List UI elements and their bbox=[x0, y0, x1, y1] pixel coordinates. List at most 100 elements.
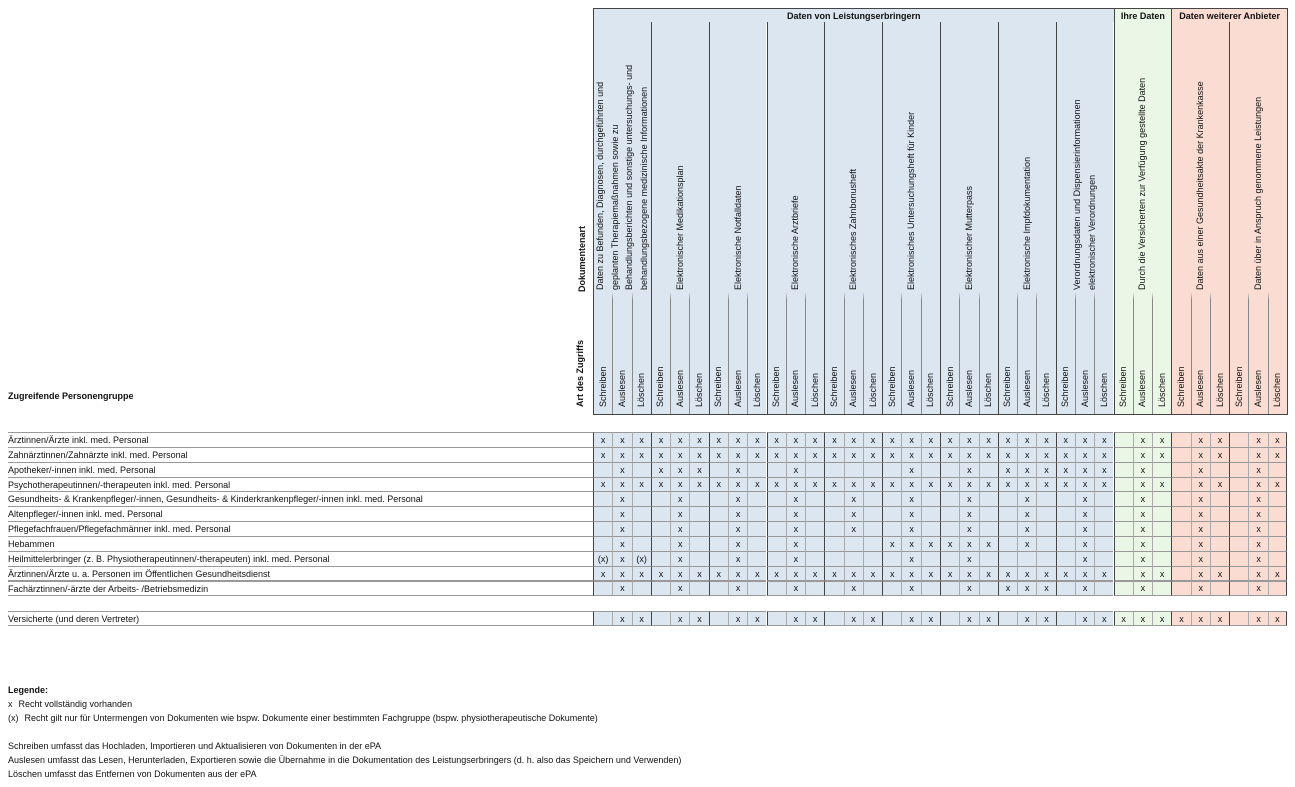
cell bbox=[805, 461, 825, 478]
cell: x bbox=[708, 565, 728, 582]
cell: x bbox=[670, 461, 690, 478]
access-type: Schreiben bbox=[771, 366, 782, 407]
access-cell bbox=[727, 292, 748, 415]
cell bbox=[940, 506, 960, 523]
access-type: Auslesen bbox=[1195, 369, 1206, 407]
cell bbox=[940, 550, 960, 567]
cell: x bbox=[1055, 565, 1075, 582]
cell bbox=[1036, 491, 1056, 508]
cell: x bbox=[862, 611, 883, 626]
doc-type: Elektronische Impfdokumentation bbox=[1021, 156, 1032, 290]
cell bbox=[920, 461, 940, 478]
cell: x bbox=[631, 476, 651, 493]
cell: x bbox=[901, 535, 921, 552]
cell: x bbox=[1094, 461, 1114, 478]
cell bbox=[805, 521, 825, 537]
cell bbox=[1171, 550, 1191, 567]
cell: x bbox=[901, 432, 921, 448]
cell: x bbox=[1190, 565, 1210, 582]
doc-type-cell bbox=[824, 22, 883, 292]
cell bbox=[766, 461, 786, 478]
cell: x bbox=[785, 491, 806, 508]
cell bbox=[997, 521, 1018, 537]
cell: x bbox=[727, 535, 748, 552]
cell bbox=[1055, 580, 1075, 597]
doc-type-cell bbox=[708, 22, 767, 292]
cell: x bbox=[593, 476, 613, 493]
cell: x bbox=[1036, 580, 1056, 597]
cell bbox=[1267, 491, 1287, 508]
row-label: Zahnärztinnen/Zahnärzte inkl. med. Perso… bbox=[8, 446, 593, 463]
cell bbox=[978, 506, 998, 523]
cell: x bbox=[1248, 535, 1268, 552]
cell bbox=[650, 611, 671, 626]
cell bbox=[766, 580, 786, 597]
access-type: Löschen bbox=[1156, 372, 1167, 407]
access-type: Schreiben bbox=[1002, 366, 1013, 407]
access-type: Auslesen bbox=[616, 369, 627, 407]
cell: x bbox=[1132, 461, 1153, 478]
cell: x bbox=[1190, 491, 1210, 508]
cell bbox=[1113, 491, 1133, 508]
cell: x bbox=[1190, 611, 1210, 626]
cell: x bbox=[843, 611, 863, 626]
cell bbox=[708, 550, 728, 567]
cell bbox=[1229, 580, 1249, 597]
cell: x bbox=[1074, 550, 1095, 567]
access-type: Löschen bbox=[983, 372, 994, 407]
access-type: Löschen bbox=[636, 372, 647, 407]
cell: x bbox=[843, 432, 863, 448]
cell bbox=[1229, 506, 1249, 523]
access-type: Schreiben bbox=[1175, 366, 1186, 407]
cell bbox=[824, 550, 844, 567]
cell bbox=[708, 521, 728, 537]
cell: x bbox=[631, 611, 651, 626]
cell: x bbox=[920, 446, 940, 463]
cell bbox=[940, 580, 960, 597]
cell bbox=[978, 580, 998, 597]
row-label: Pflegefachfrauen/Pflegefachmänner inkl. … bbox=[8, 521, 593, 537]
cell: x bbox=[959, 580, 979, 597]
cell: x bbox=[631, 446, 651, 463]
doc-type-label: Dokumentenart bbox=[577, 225, 587, 292]
row-label: Ärztinnen/Ärzte u. a. Personen im Öffent… bbox=[8, 565, 593, 582]
cell: x bbox=[1248, 521, 1268, 537]
cell: x bbox=[612, 580, 632, 597]
row-label: Versicherte (und deren Vertreter) bbox=[8, 611, 593, 626]
access-cell bbox=[997, 292, 1018, 415]
cell: x bbox=[727, 432, 748, 448]
cell bbox=[1036, 535, 1056, 552]
cell: x bbox=[1132, 506, 1153, 523]
cell bbox=[920, 580, 940, 597]
cell: x bbox=[901, 550, 921, 567]
cell: x bbox=[785, 432, 806, 448]
cell: x bbox=[708, 476, 728, 493]
access-type: Auslesen bbox=[790, 369, 801, 407]
cell bbox=[1171, 580, 1191, 597]
cell: x bbox=[1132, 535, 1153, 552]
cell: x bbox=[1209, 476, 1230, 493]
access-type: Löschen bbox=[925, 372, 936, 407]
doc-type: Elektronischer Mutterpass bbox=[963, 185, 974, 290]
cell: x bbox=[1055, 461, 1075, 478]
cell: x bbox=[1055, 432, 1075, 448]
access-type: Auslesen bbox=[732, 369, 743, 407]
cell bbox=[1229, 565, 1249, 582]
cell: x bbox=[727, 611, 748, 626]
doc-type: Elektronische Notfalldaten bbox=[732, 185, 743, 290]
cell bbox=[631, 521, 651, 537]
legend-text: Recht vollständig vorhanden bbox=[18, 699, 133, 709]
cell: x bbox=[1209, 446, 1230, 463]
cell bbox=[631, 506, 651, 523]
cell: x bbox=[1190, 461, 1210, 478]
cell bbox=[824, 506, 844, 523]
cell: x bbox=[1132, 611, 1153, 626]
row-label: Altenpfleger/-innen inkl. med. Personal bbox=[8, 506, 593, 523]
cell: x bbox=[1074, 461, 1095, 478]
access-cell bbox=[1017, 292, 1037, 415]
cell bbox=[1171, 491, 1191, 508]
access-cell bbox=[978, 292, 998, 415]
cell: x bbox=[882, 565, 902, 582]
cell: x bbox=[612, 446, 632, 463]
cell: x bbox=[843, 580, 863, 597]
